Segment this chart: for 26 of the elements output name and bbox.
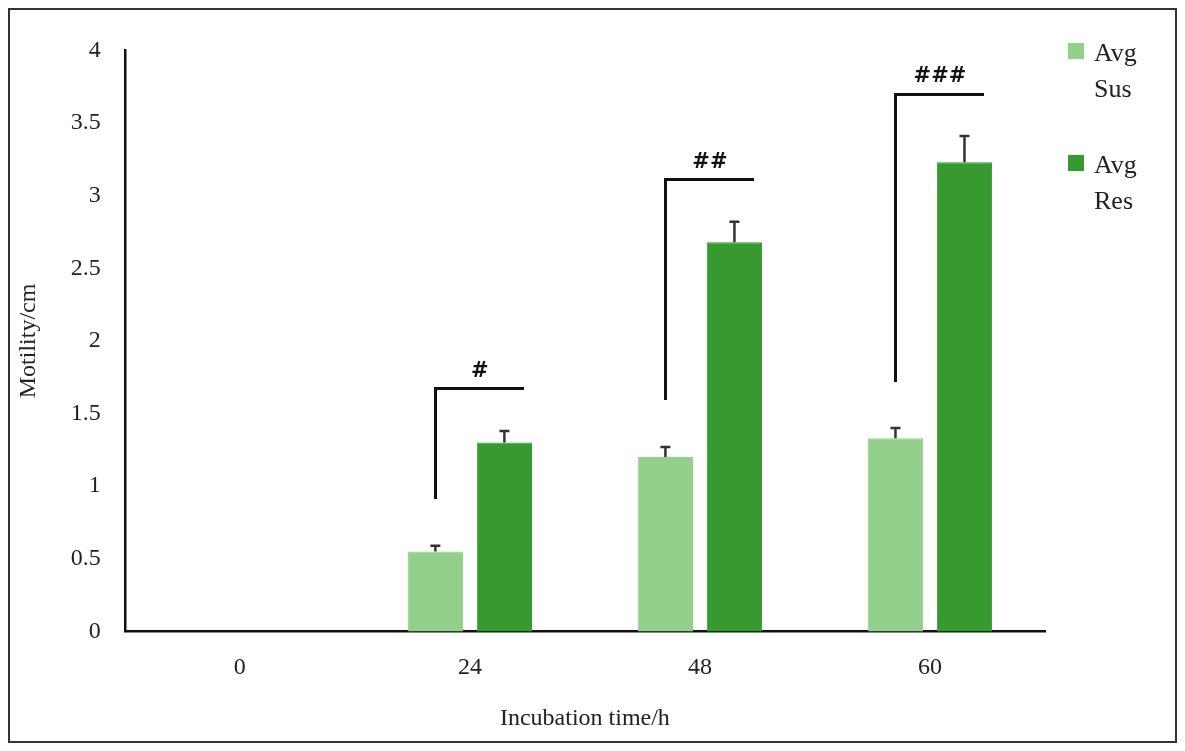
x-tick-label: 48 [687, 653, 712, 680]
x-axis-title: Incubation time/h [499, 703, 670, 730]
bar [867, 438, 924, 632]
y-tick-label: 4 [88, 35, 101, 62]
x-tick-label: 60 [917, 653, 942, 680]
bar [407, 551, 463, 632]
bar [706, 242, 763, 632]
y-tick-label: 2 [88, 326, 101, 353]
legend-label: Avg Sus [1094, 37, 1138, 105]
annotation: # [470, 356, 490, 383]
annotation: ## [691, 147, 729, 174]
legend-label: Avg Res [1094, 149, 1138, 217]
x-tick-label: 24 [457, 653, 482, 680]
y-tick-label: 0.5 [70, 544, 101, 571]
bar [476, 442, 532, 632]
bar [637, 457, 694, 632]
y-axis-title: Motility/cm [13, 283, 40, 399]
y-tick-label: 0 [88, 616, 101, 643]
bar [936, 162, 993, 632]
x-tick-label: 0 [233, 653, 246, 680]
y-tick-label: 2.5 [70, 253, 101, 280]
y-tick-label: 1.5 [70, 398, 101, 425]
y-tick-label: 3 [88, 180, 101, 207]
y-tick-label: 3.5 [70, 108, 101, 135]
y-tick-label: 1 [88, 471, 101, 498]
annotation: ### [912, 62, 968, 89]
